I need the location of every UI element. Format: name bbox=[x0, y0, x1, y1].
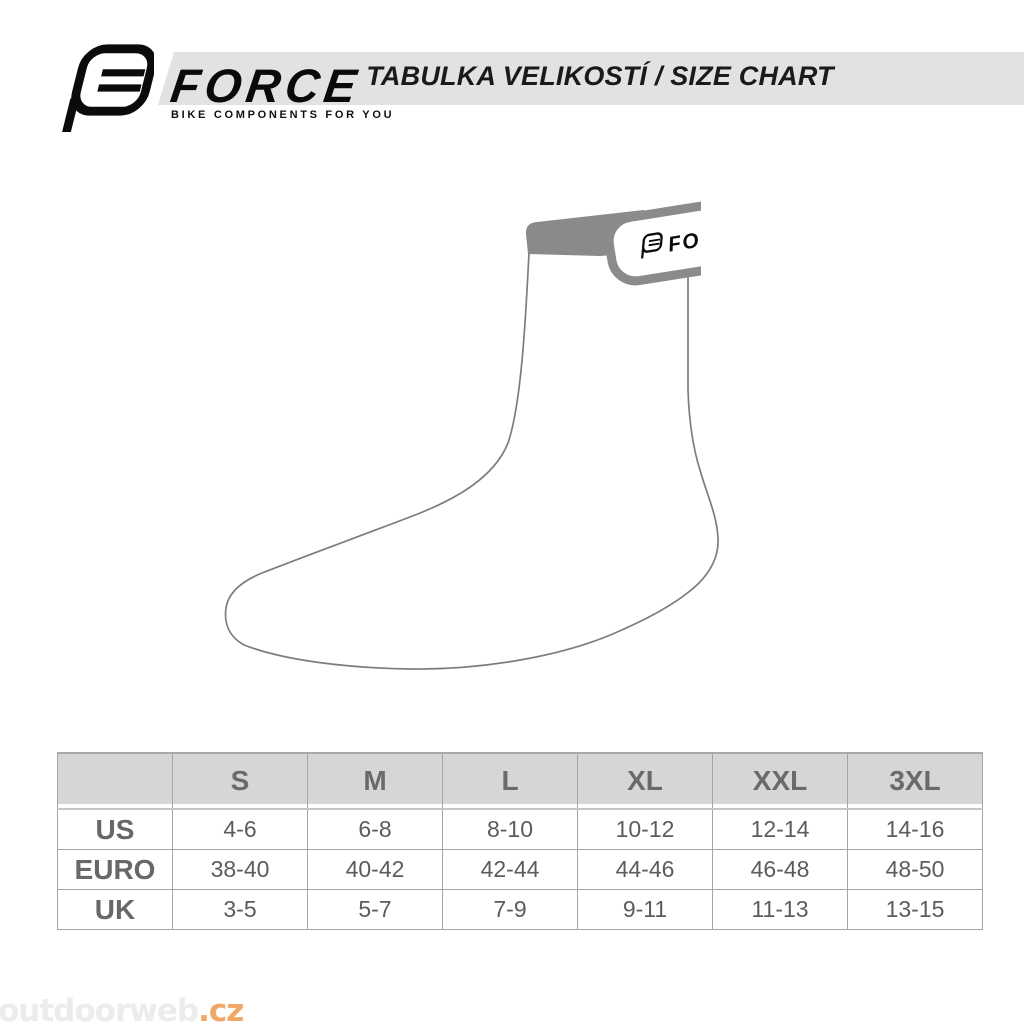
cell-euro-xl: 44-46 bbox=[577, 849, 713, 890]
table-row-uk: UK 3-5 5-7 7-9 9-11 11-13 13-15 bbox=[57, 889, 983, 930]
size-col-xl: XL bbox=[577, 752, 713, 810]
watermark-gray-text: outdoorweb bbox=[0, 992, 199, 1029]
row-label-us: US bbox=[57, 808, 173, 850]
cell-euro-m: 40-42 bbox=[307, 849, 443, 890]
cell-us-xl: 10-12 bbox=[577, 808, 713, 850]
cell-euro-l: 42-44 bbox=[442, 849, 578, 890]
cell-uk-xxl: 11-13 bbox=[712, 889, 848, 930]
brand-wordmark: FORCE bbox=[167, 59, 365, 112]
cell-euro-3xl: 48-50 bbox=[847, 849, 983, 890]
size-col-m: M bbox=[307, 752, 443, 810]
cell-us-s: 4-6 bbox=[172, 808, 308, 850]
cell-uk-s: 3-5 bbox=[172, 889, 308, 930]
size-col-3xl: 3XL bbox=[847, 752, 983, 810]
force-f-emblem-icon bbox=[50, 44, 154, 132]
size-col-l: L bbox=[442, 752, 578, 810]
size-table-corner-cell bbox=[57, 752, 173, 810]
cell-uk-3xl: 13-15 bbox=[847, 889, 983, 930]
cell-us-3xl: 14-16 bbox=[847, 808, 983, 850]
table-row-us: US 4-6 6-8 8-10 10-12 12-14 14-16 bbox=[57, 808, 983, 850]
cell-uk-l: 7-9 bbox=[442, 889, 578, 930]
table-row-euro: EURO 38-40 40-42 42-44 44-46 46-48 48-50 bbox=[57, 849, 983, 890]
cell-euro-s: 38-40 bbox=[172, 849, 308, 890]
brand-tagline: BIKE COMPONENTS FOR YOU bbox=[171, 109, 395, 121]
overshoe-outline bbox=[224, 252, 719, 670]
strap-crop-mask bbox=[701, 184, 811, 308]
header-stripe bbox=[158, 52, 1024, 105]
row-label-euro: EURO bbox=[57, 849, 173, 890]
size-table: S M L XL XXL 3XL US 4-6 6-8 8-10 10-12 1… bbox=[57, 752, 983, 930]
size-col-xxl: XXL bbox=[712, 752, 848, 810]
cell-uk-xl: 9-11 bbox=[577, 889, 713, 930]
cell-us-l: 8-10 bbox=[442, 808, 578, 850]
cell-us-xxl: 12-14 bbox=[712, 808, 848, 850]
watermark-orange-text: .cz bbox=[198, 992, 244, 1029]
size-table-header-row: S M L XL XXL 3XL bbox=[57, 752, 983, 810]
cell-euro-xxl: 46-48 bbox=[712, 849, 848, 890]
watermark: outdoorweb.cz bbox=[0, 995, 244, 1026]
page-title: TABULKA VELIKOSTÍ / SIZE CHART bbox=[366, 61, 834, 91]
row-label-uk: UK bbox=[57, 889, 173, 930]
cell-uk-m: 5-7 bbox=[307, 889, 443, 930]
cell-us-m: 6-8 bbox=[307, 808, 443, 850]
size-col-s: S bbox=[172, 752, 308, 810]
